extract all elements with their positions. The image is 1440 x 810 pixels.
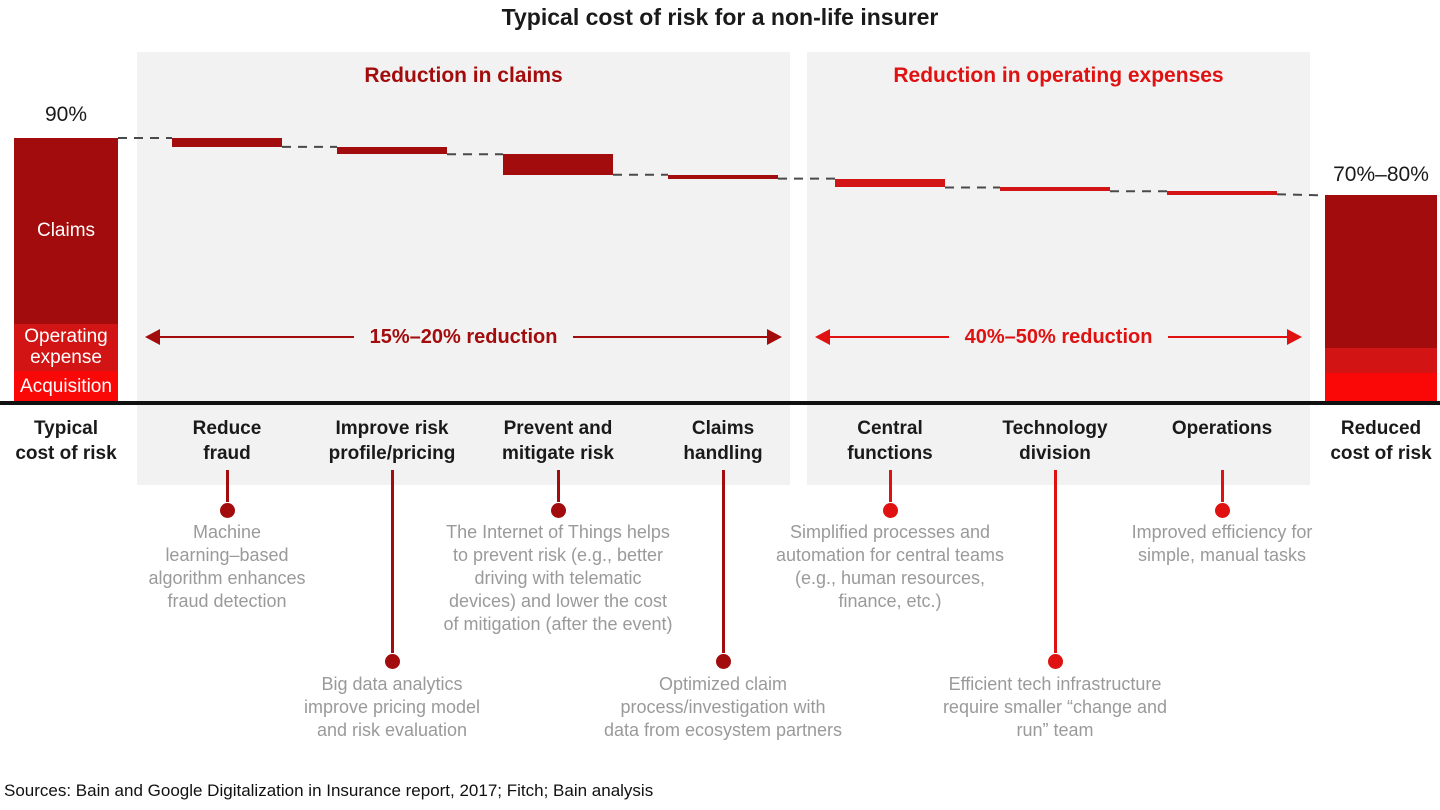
category-label-operations: Operations xyxy=(1171,418,1273,439)
callout-line xyxy=(557,470,560,502)
arrow-left-icon xyxy=(815,329,830,345)
arrow-label-claims: 15%–20% reduction xyxy=(369,325,558,348)
arrow-right-icon xyxy=(767,329,783,345)
callout-line xyxy=(1221,470,1224,502)
total-value-label-reduced-cost-of-risk: 70%–80% xyxy=(1333,163,1429,186)
callout-dot xyxy=(1047,653,1063,669)
callout-text: Machine learning–based algorithm enhance… xyxy=(148,522,306,611)
category-label-typical-cost-of-risk: Typical cost of risk xyxy=(15,418,117,464)
x-axis-baseline xyxy=(0,401,1440,405)
callout-text: Improved efficiency for simple, manual t… xyxy=(1131,522,1313,565)
source-note: Sources: Bain and Google Digitalization … xyxy=(4,781,654,800)
callout-text: Efficient tech infrastructure require sm… xyxy=(942,674,1168,740)
callout-dot xyxy=(882,502,898,518)
category-label-prevent-and-mitigate-risk: Prevent and mitigate risk xyxy=(502,418,614,464)
callout-dot xyxy=(715,653,731,669)
segment-claims xyxy=(1325,195,1437,348)
bar-typical-cost-of-risk: Claims Operating expense Acquisition xyxy=(14,138,118,403)
reduction-arrow-claims: 15%–20% reduction xyxy=(145,325,783,348)
chart-title: Typical cost of risk for a non-life insu… xyxy=(501,4,939,30)
callout-text: Simplified processes and automation for … xyxy=(775,522,1005,611)
bar-reduce-fraud xyxy=(172,138,282,147)
callout-line xyxy=(226,470,229,502)
callout-line xyxy=(391,470,394,653)
bar-prevent-and-mitigate-risk xyxy=(503,154,613,175)
reduction-arrow-opex: 40%–50% reduction xyxy=(815,325,1303,348)
bar-technology-division xyxy=(1000,187,1110,192)
category-label-improve-risk-profile-pricing: Improve risk profile/pricing xyxy=(328,418,456,464)
panel-reduction-in-claims xyxy=(137,52,790,485)
total-value-label-typical-cost-of-risk: 90% xyxy=(44,103,88,126)
segment-claims: Claims xyxy=(14,138,118,324)
segment-acquisition xyxy=(1325,372,1437,403)
arrow-right-icon xyxy=(1287,329,1303,345)
callout-text: Big data analytics improve pricing model… xyxy=(303,674,481,740)
callout-dot xyxy=(1214,502,1230,518)
bar-reduced-cost-of-risk xyxy=(1325,195,1437,403)
category-label-reduced-cost-of-risk: Reduced cost of risk xyxy=(1330,418,1432,464)
bar-central-functions xyxy=(835,178,945,188)
segment-operating-expense: Operating expense xyxy=(14,323,118,371)
callout-line xyxy=(1054,470,1057,653)
callout-line xyxy=(889,470,892,502)
callout-text: Optimized claim process/investigation wi… xyxy=(603,674,843,740)
category-label-central-functions: Central functions xyxy=(847,418,933,464)
category-label-technology-division: Technology division xyxy=(1002,418,1108,464)
panel-header-opex: Reduction in operating expenses xyxy=(893,64,1224,87)
panel-reduction-in-operating-expenses xyxy=(807,52,1310,485)
segment-acquisition: Acquisition xyxy=(14,370,118,403)
category-label-claims-handling: Claims handling xyxy=(683,418,763,464)
segment-operating-expense xyxy=(1325,347,1437,373)
category-label-reduce-fraud: Reduce fraud xyxy=(192,418,262,464)
callout-text: The Internet of Things helps to prevent … xyxy=(443,522,673,634)
arrow-left-icon xyxy=(145,329,160,345)
bar-operations xyxy=(1167,191,1277,196)
callout-dot xyxy=(384,653,400,669)
arrow-label-opex: 40%–50% reduction xyxy=(964,325,1153,348)
bar-improve-risk-profile-pricing xyxy=(337,146,447,155)
bar-claims-handling xyxy=(668,174,778,179)
callout-dot xyxy=(219,502,235,518)
panel-header-claims: Reduction in claims xyxy=(364,64,563,87)
callout-line xyxy=(722,470,725,653)
callout-dot xyxy=(550,502,566,518)
